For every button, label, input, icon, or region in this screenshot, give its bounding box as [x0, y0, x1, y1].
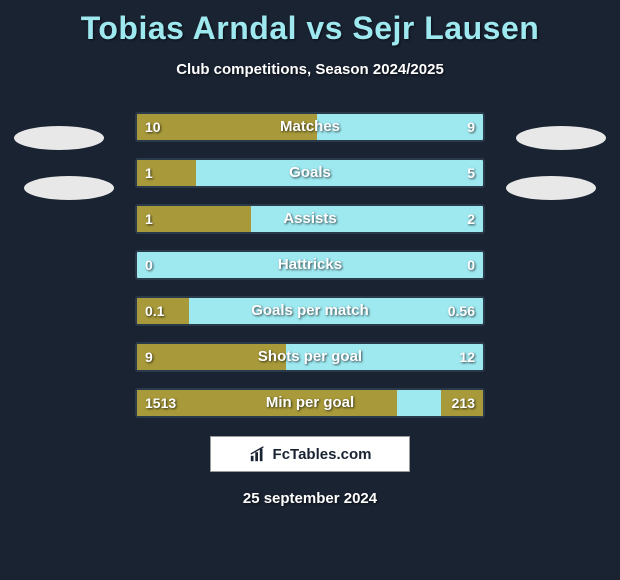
date-label: 25 september 2024 — [0, 490, 620, 507]
subtitle: Club competitions, Season 2024/2025 — [0, 61, 620, 78]
brand-icon — [249, 445, 267, 463]
stat-row: 15Goals — [135, 158, 485, 188]
stat-row: 00Hattricks — [135, 250, 485, 280]
stat-label: Matches — [135, 112, 485, 142]
stat-label: Assists — [135, 204, 485, 234]
stat-row: 0.10.56Goals per match — [135, 296, 485, 326]
stat-row: 912Shots per goal — [135, 342, 485, 372]
page-title: Tobias Arndal vs Sejr Lausen — [0, 0, 620, 47]
stat-label: Goals per match — [135, 296, 485, 326]
stat-label: Hattricks — [135, 250, 485, 280]
stat-label: Shots per goal — [135, 342, 485, 372]
stat-label: Goals — [135, 158, 485, 188]
brand-text: FcTables.com — [273, 446, 372, 463]
brand-badge: FcTables.com — [210, 436, 410, 472]
stat-label: Min per goal — [135, 388, 485, 418]
stat-row: 1513213Min per goal — [135, 388, 485, 418]
stat-row: 12Assists — [135, 204, 485, 234]
stat-row: 109Matches — [135, 112, 485, 142]
comparison-chart: 109Matches 15Goals 12Assists 00Hattricks 0.1… — [0, 112, 620, 418]
